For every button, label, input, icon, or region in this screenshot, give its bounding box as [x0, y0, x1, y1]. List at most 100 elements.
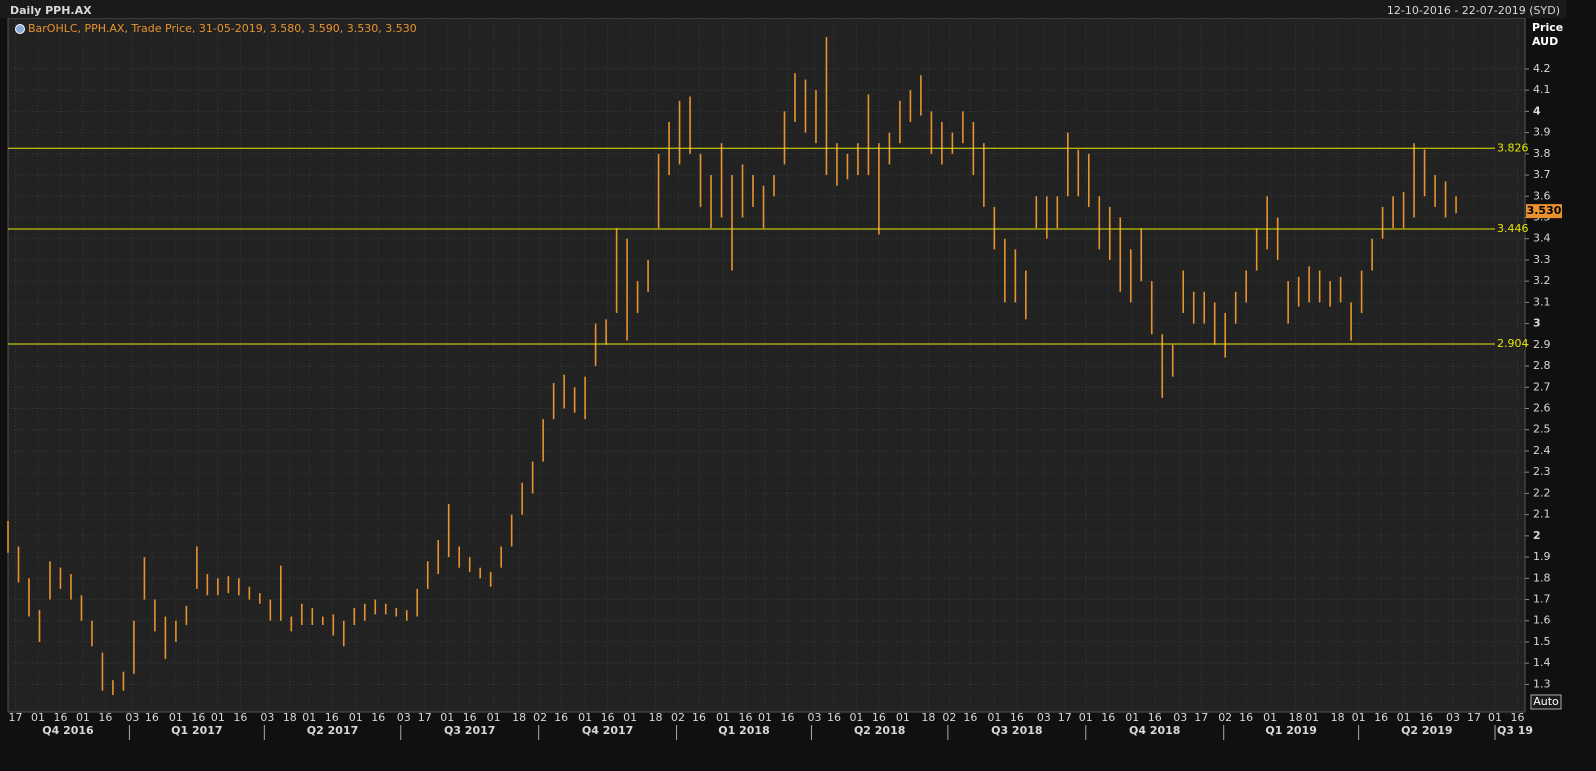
- x-tick-label: 16: [371, 711, 385, 724]
- quarter-label: Q1 2018: [718, 724, 769, 737]
- level-label: 3.826: [1497, 141, 1529, 154]
- x-tick-label: 16: [692, 711, 706, 724]
- quarter-label: Q1 2019: [1265, 724, 1316, 737]
- x-tick-label: 17: [1058, 711, 1072, 724]
- x-tick-label: 02: [1218, 711, 1232, 724]
- level-label-bg: [1495, 222, 1525, 235]
- y-tick-label: 3.3: [1533, 253, 1551, 266]
- level-label: 2.904: [1497, 337, 1529, 350]
- auto-button[interactable]: [1530, 694, 1562, 710]
- x-tick-label: 17: [418, 711, 432, 724]
- x-tick-label: 01: [623, 711, 637, 724]
- y-tick-label: 2: [1533, 529, 1541, 542]
- x-tick-label: 16: [1101, 711, 1115, 724]
- y-tick-label: 3.8: [1533, 147, 1551, 160]
- plot-area: [7, 17, 1526, 713]
- x-tick-label: 16: [145, 711, 159, 724]
- y-tick-label: 3: [1533, 317, 1541, 330]
- quarter-label: Q4 2017: [582, 724, 633, 737]
- x-tick-label: 01: [987, 711, 1001, 724]
- last-price-box: [1526, 204, 1562, 219]
- x-tick-label: 18: [1289, 711, 1303, 724]
- x-tick-label: 01: [578, 711, 592, 724]
- x-tick-label: 16: [780, 711, 794, 724]
- quarter-label: Q3 2018: [991, 724, 1042, 737]
- y-tick-label: 4: [1533, 104, 1541, 117]
- quarter-label: Q3 19: [1497, 724, 1533, 737]
- last-price-label: 3.530: [1527, 204, 1562, 217]
- x-tick-label: 16: [98, 711, 112, 724]
- x-tick-label: 18: [1331, 711, 1345, 724]
- x-tick-label: 01: [758, 711, 772, 724]
- x-tick-label: 01: [1263, 711, 1277, 724]
- y-tick-label: 3.6: [1533, 189, 1551, 202]
- x-tick-label: 01: [1079, 711, 1093, 724]
- quarter-label: Q3 2017: [444, 724, 495, 737]
- quarter-label: Q2 2019: [1401, 724, 1452, 737]
- x-tick-label: 01: [716, 711, 730, 724]
- y-tick-label: 3.4: [1533, 232, 1551, 245]
- y-tick-label: 3.1: [1533, 295, 1551, 308]
- quarter-label: Q4 2016: [42, 724, 94, 737]
- x-tick-label: 02: [533, 711, 547, 724]
- x-tick-label: 16: [191, 711, 205, 724]
- x-tick-label: 01: [31, 711, 45, 724]
- level-label-bg: [1495, 142, 1525, 155]
- x-tick-label: 01: [487, 711, 501, 724]
- y-tick-label: 1.4: [1533, 656, 1551, 669]
- x-tick-label: 01: [1352, 711, 1366, 724]
- x-tick-label: 18: [921, 711, 935, 724]
- x-tick-label: 03: [397, 711, 411, 724]
- x-tick-label: 16: [463, 711, 477, 724]
- y-tick-label: 1.9: [1533, 550, 1551, 563]
- x-tick-label: 01: [1488, 711, 1502, 724]
- x-tick-label: 03: [260, 711, 274, 724]
- y-tick-label: 1.7: [1533, 593, 1551, 606]
- y-tick-label: 3.2: [1533, 274, 1551, 287]
- level-label: 3.446: [1497, 222, 1529, 235]
- x-tick-label: 17: [1194, 711, 1208, 724]
- x-tick-label: 01: [849, 711, 863, 724]
- y-tick-label: 1.8: [1533, 571, 1551, 584]
- x-tick-label: 03: [125, 711, 139, 724]
- x-tick-label: 16: [325, 711, 339, 724]
- x-tick-label: 16: [1374, 711, 1388, 724]
- legend-icon[interactable]: [15, 24, 25, 34]
- x-tick-label: 03: [1037, 711, 1051, 724]
- x-tick-label: 17: [8, 711, 22, 724]
- x-tick-label: 01: [440, 711, 454, 724]
- quarter-label: Q1 2017: [171, 724, 222, 737]
- y-tick-label: 3.9: [1533, 126, 1551, 139]
- y-tick-label: 2.1: [1533, 508, 1551, 521]
- title-bar: [0, 0, 1566, 18]
- x-tick-label: 02: [942, 711, 956, 724]
- x-tick-label: 03: [1173, 711, 1187, 724]
- y-axis-label: Price: [1532, 21, 1563, 34]
- x-tick-label: 01: [1397, 711, 1411, 724]
- x-tick-label: 01: [302, 711, 316, 724]
- y-tick-label: 2.4: [1533, 444, 1551, 457]
- y-tick-label: 2.5: [1533, 423, 1551, 436]
- auto-button-label[interactable]: Auto: [1533, 695, 1559, 708]
- x-tick-label: 17: [1467, 711, 1481, 724]
- y-tick-label: 2.6: [1533, 402, 1551, 415]
- y-tick-label: 2.8: [1533, 359, 1551, 372]
- y-tick-label: 4.1: [1533, 83, 1551, 96]
- x-tick-label: 01: [349, 711, 363, 724]
- quarter-label: Q2 2017: [307, 724, 358, 737]
- y-tick-label: 2.3: [1533, 465, 1551, 478]
- x-tick-label: 01: [1125, 711, 1139, 724]
- legend-text: BarOHLC, PPH.AX, Trade Price, 31-05-2019…: [28, 22, 417, 35]
- x-tick-label: 16: [1511, 711, 1525, 724]
- x-tick-label: 16: [601, 711, 615, 724]
- y-tick-label: 1.3: [1533, 677, 1551, 690]
- x-tick-label: 16: [1010, 711, 1024, 724]
- y-tick-label: 2.2: [1533, 486, 1551, 499]
- x-tick-label: 16: [1419, 711, 1433, 724]
- x-tick-label: 01: [76, 711, 90, 724]
- date-range: 12-10-2016 - 22-07-2019 (SYD): [1387, 4, 1560, 17]
- quarter-label: Q4 2018: [1129, 724, 1180, 737]
- x-tick-label: 16: [963, 711, 977, 724]
